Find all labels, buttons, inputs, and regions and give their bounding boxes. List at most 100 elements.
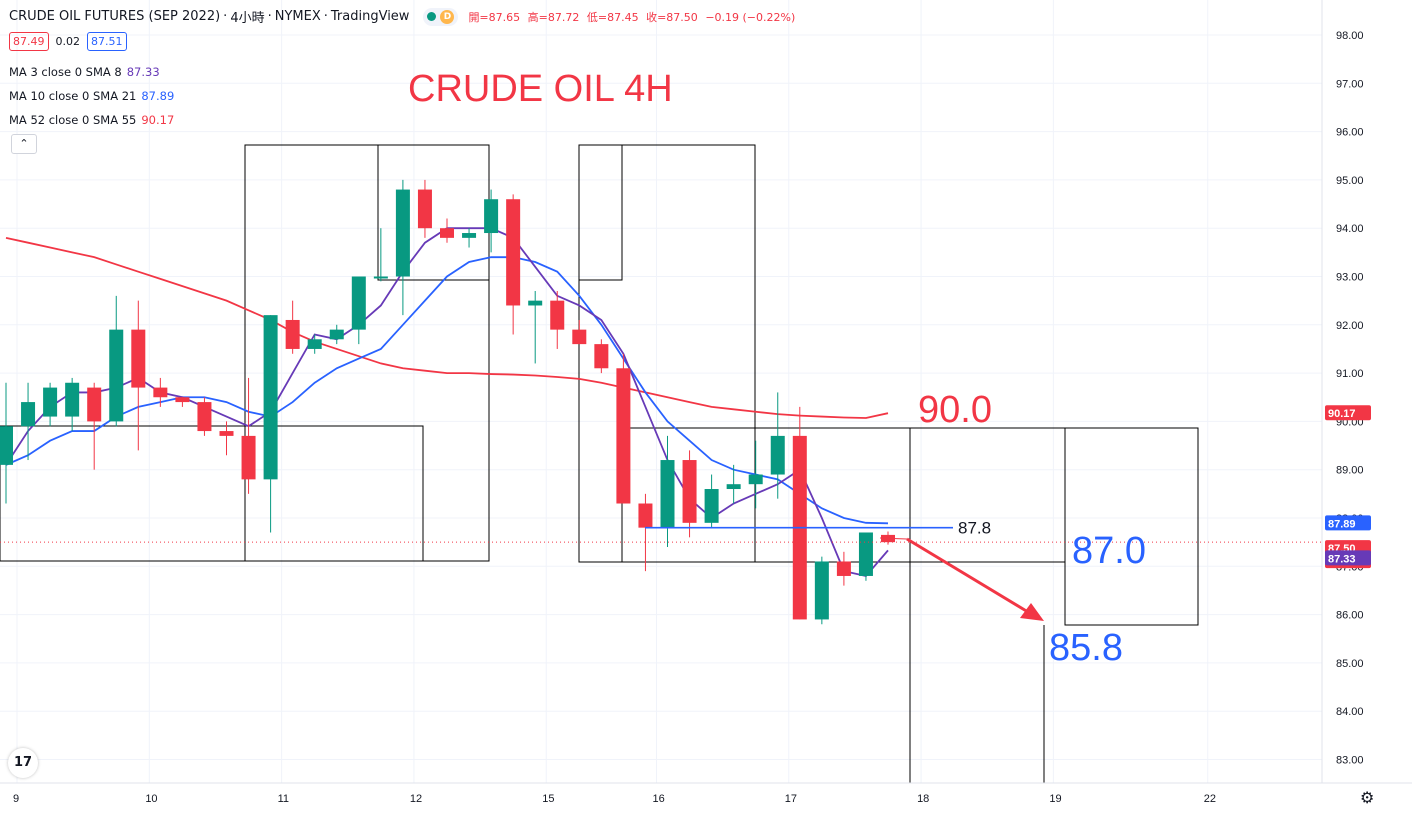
ohlc-change: −0.19 (−0.22%): [705, 10, 796, 24]
time-tick-label: 15: [542, 793, 554, 805]
candle-body: [395, 189, 410, 277]
price-tick-label: 92.00: [1336, 320, 1364, 332]
price-badge: [1325, 515, 1371, 531]
price-tick-label: 85.00: [1336, 658, 1364, 670]
delayed-data-icon: D: [440, 9, 455, 24]
candle-body: [307, 339, 322, 349]
market-status[interactable]: D: [423, 7, 459, 26]
price-tick-label: 91.00: [1336, 368, 1364, 380]
candle-body: [550, 300, 565, 330]
support-label: 87.0: [1072, 530, 1146, 572]
ohlc-open: 開=87.65: [468, 10, 521, 24]
price-badge-label: 87.89: [1328, 518, 1356, 530]
candle-body: [109, 329, 124, 422]
candle-body: [263, 315, 278, 480]
time-tick-label: 9: [13, 793, 19, 805]
chevron-up-icon: ⌃: [19, 137, 29, 150]
time-tick-label: 12: [410, 793, 422, 805]
resistance-label: 90.0: [918, 389, 992, 431]
tradingview-logo[interactable]: 17: [8, 748, 38, 778]
price-badge-label: 87.33: [1328, 553, 1356, 565]
price-tick-label: 86.00: [1336, 610, 1364, 622]
price-badge-label: 90.17: [1328, 408, 1356, 420]
candle-body: [351, 276, 366, 330]
candle-body: [43, 387, 58, 417]
ma-52-line: [5, 236, 889, 419]
target-label: 85.8: [1049, 627, 1123, 669]
candle-body: [197, 402, 212, 432]
ohlc-values: 開=87.65 高=87.72 低=87.45 收=87.50 −0.19 (−…: [468, 9, 799, 25]
indicator-legend-ma3[interactable]: MA 3 close 0 SMA 8 87.33: [9, 65, 160, 79]
indicator-value: 90.17: [141, 113, 175, 127]
candle-body: [616, 368, 631, 504]
bid-ask-row: 87.49 0.02 87.51: [9, 32, 127, 51]
indicator-legend-ma10[interactable]: MA 10 close 0 SMA 21 87.89: [9, 89, 174, 103]
candle-body: [462, 233, 477, 238]
candle-body: [638, 503, 653, 528]
target-arrow: [906, 537, 1029, 614]
candle-body: [417, 189, 432, 229]
ohlc-close: 收=87.50: [646, 10, 698, 24]
price-tick-label: 98.00: [1336, 30, 1364, 42]
candle-body: [285, 319, 300, 349]
price-tick-label: 83.00: [1336, 755, 1364, 767]
time-tick-label: 18: [917, 793, 929, 805]
candle-body: [814, 561, 829, 620]
sell-price-button[interactable]: 87.49: [9, 32, 49, 51]
candle-body: [329, 329, 344, 340]
price-tick-label: 94.00: [1336, 223, 1364, 235]
candle-body: [219, 431, 234, 436]
candle-body: [506, 199, 521, 306]
candle-body: [704, 489, 719, 523]
arrow-tail: [879, 537, 908, 540]
time-tick-label: 19: [1049, 793, 1061, 805]
drawing-rectangle: [909, 427, 1066, 563]
tradingview-logo-text: 17: [13, 755, 33, 770]
collapse-legend-button[interactable]: ⌃: [11, 134, 37, 154]
candle-body: [175, 397, 190, 403]
drawing-rectangle: [377, 144, 490, 281]
candle-body: [87, 387, 102, 422]
candle-body: [131, 329, 146, 388]
candle-body: [528, 300, 543, 306]
candle-body: [682, 460, 697, 523]
candle-body: [153, 387, 168, 398]
exchange-label: NYMEX: [274, 9, 321, 24]
price-tick-label: 96.00: [1336, 127, 1364, 139]
price-tick-label: 84.00: [1336, 706, 1364, 718]
ma-10-line: [5, 256, 889, 525]
symbol-title[interactable]: CRUDE OIL FUTURES (SEP 2022): [9, 9, 221, 24]
spread-value: 0.02: [55, 35, 81, 48]
price-tick-label: 93.00: [1336, 272, 1364, 284]
price-badge: [1325, 405, 1371, 421]
candle-body: [21, 402, 36, 427]
time-tick-label: 17: [785, 793, 797, 805]
indicator-value: 87.33: [126, 65, 160, 79]
drawing-rectangle: [0, 425, 424, 562]
platform-label: TradingView: [330, 9, 410, 24]
interval-label[interactable]: 4小時: [230, 11, 265, 26]
indicator-legend-ma52[interactable]: MA 52 close 0 SMA 55 90.17: [9, 113, 174, 127]
symbol-header: CRUDE OIL FUTURES (SEP 2022) · 4小時 · NYM…: [9, 7, 799, 26]
candle-body: [858, 532, 873, 576]
candle-body: [748, 474, 763, 485]
price-badge: [1325, 550, 1371, 566]
buy-price-button[interactable]: 87.51: [87, 32, 127, 51]
candle-body: [836, 561, 851, 576]
time-tick-label: 16: [652, 793, 664, 805]
chart-title: CRUDE OIL 4H: [408, 68, 673, 110]
candle-body: [770, 435, 785, 475]
candle-body: [484, 199, 499, 234]
ohlc-high: 高=87.72: [527, 10, 580, 24]
indicator-label: MA 3 close 0 SMA 8: [9, 65, 122, 79]
indicator-value: 87.89: [141, 89, 175, 103]
price-tick-label: 95.00: [1336, 175, 1364, 187]
time-tick-label: 11: [278, 793, 289, 805]
candle-body: [572, 329, 587, 345]
candle-body: [660, 460, 675, 528]
gear-icon[interactable]: ⚙: [1360, 788, 1375, 807]
ohlc-low: 低=87.45: [586, 10, 639, 24]
drawing-rectangle: [1064, 427, 1199, 626]
time-tick-label: 10: [145, 793, 157, 805]
